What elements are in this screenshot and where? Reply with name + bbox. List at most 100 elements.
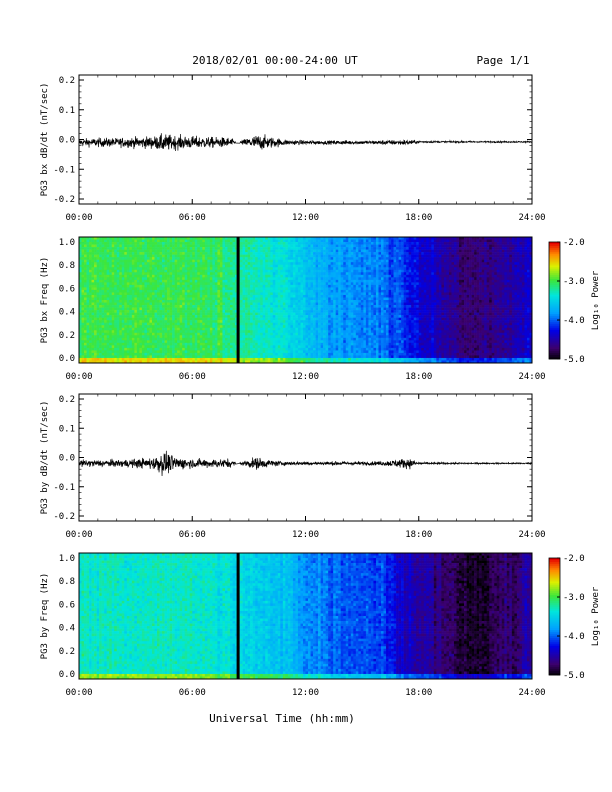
heatmap-cell xyxy=(247,317,251,321)
heatmap-cell xyxy=(86,287,90,291)
heatmap-cell xyxy=(227,355,231,359)
heatmap-cell xyxy=(207,287,211,291)
heatmap-cell xyxy=(81,269,85,273)
heatmap-cell xyxy=(86,350,90,354)
heatmap-cell xyxy=(139,282,143,286)
heatmap-cell xyxy=(136,315,140,318)
heatmap-cell xyxy=(230,292,233,296)
heatmap-cell xyxy=(189,347,193,351)
heatmap-cell xyxy=(174,302,178,306)
heatmap-cell xyxy=(235,330,238,334)
heatmap-cell xyxy=(144,342,148,346)
heatmap-cell xyxy=(89,274,92,278)
heatmap-cell xyxy=(280,300,284,303)
heatmap-cell xyxy=(315,312,319,316)
heatmap-cell xyxy=(209,335,213,339)
heatmap-cell xyxy=(139,252,143,255)
heatmap-cell xyxy=(187,340,191,344)
heatmap-cell xyxy=(124,249,128,253)
heatmap-cell xyxy=(79,317,82,321)
heatmap-cell xyxy=(187,327,191,331)
heatmap-cell xyxy=(250,320,253,323)
heatmap-cell xyxy=(275,237,279,240)
heatmap-cell xyxy=(179,332,183,336)
heatmap-cell xyxy=(204,327,208,331)
heatmap-cell xyxy=(265,300,269,303)
heatmap-cell xyxy=(124,282,128,286)
heatmap-cell xyxy=(207,239,211,243)
heatmap-cell xyxy=(167,327,170,331)
heatmap-cell xyxy=(192,330,196,334)
heatmap-cell xyxy=(204,294,208,298)
heatmap-cell xyxy=(227,357,231,361)
heatmap-cell xyxy=(172,287,175,291)
heatmap-cell xyxy=(141,294,145,298)
heatmap-cell xyxy=(252,360,256,364)
heatmap-cell xyxy=(162,337,165,341)
heatmap-cell xyxy=(174,242,178,245)
heatmap-cell xyxy=(114,332,118,336)
heatmap-cell xyxy=(262,350,266,354)
heatmap-cell xyxy=(285,327,289,331)
heatmap-cell xyxy=(121,340,125,344)
heatmap-cell xyxy=(315,244,319,248)
heatmap-cell xyxy=(119,254,123,258)
heatmap-cell xyxy=(136,355,140,359)
heatmap-cell xyxy=(99,345,102,349)
heatmap-cell xyxy=(235,254,238,258)
heatmap-cell xyxy=(262,302,266,306)
heatmap-cell xyxy=(106,252,110,255)
heatmap-cell xyxy=(214,322,218,326)
heatmap-cell xyxy=(157,305,160,308)
heatmap-cell xyxy=(109,242,113,245)
heatmap-cell xyxy=(99,239,102,243)
heatmap-cell xyxy=(144,242,148,245)
heatmap-cell xyxy=(270,327,274,331)
heatmap-cell xyxy=(131,305,135,308)
heatmap-cell xyxy=(106,274,110,278)
heatmap-cell xyxy=(104,242,107,245)
heatmap-cell xyxy=(270,277,274,281)
heatmap-cell xyxy=(184,294,188,298)
heatmap-cell xyxy=(149,257,153,260)
heatmap-cell xyxy=(124,289,128,293)
heatmap-cell xyxy=(219,322,223,326)
heatmap-cell xyxy=(199,274,203,278)
heatmap-cell xyxy=(159,249,163,253)
heatmap-cell xyxy=(81,274,85,278)
heatmap-cell xyxy=(179,272,183,276)
heatmap-cell xyxy=(189,342,193,346)
heatmap-cell xyxy=(313,347,316,351)
heatmap-cell xyxy=(126,269,130,273)
heatmap-cell xyxy=(81,287,85,291)
heatmap-cell xyxy=(207,315,211,318)
heatmap-cell xyxy=(297,322,301,326)
heatmap-cell xyxy=(267,345,271,349)
heatmap-cell xyxy=(287,262,291,266)
heatmap-cell xyxy=(227,247,231,250)
heatmap-cell xyxy=(260,317,264,321)
heatmap-cell xyxy=(217,289,221,293)
heatmap-cell xyxy=(146,242,150,245)
heatmap-cell xyxy=(222,277,226,281)
heatmap-cell xyxy=(187,342,191,346)
heatmap-cell xyxy=(300,315,304,318)
heatmap-cell xyxy=(84,307,87,311)
heatmap-cell xyxy=(131,312,135,316)
heatmap-cell xyxy=(265,327,269,331)
heatmap-cell xyxy=(310,360,314,364)
heatmap-cell xyxy=(290,287,294,291)
heatmap-cell xyxy=(86,312,90,316)
heatmap-cell xyxy=(149,292,153,296)
heatmap-cell xyxy=(277,335,281,339)
heatmap-cell xyxy=(131,345,135,349)
heatmap-cell xyxy=(134,310,138,313)
heatmap-cell xyxy=(141,289,145,293)
heatmap-cell xyxy=(162,320,165,323)
heatmap-cell xyxy=(217,252,221,255)
heatmap-cell xyxy=(121,350,125,354)
heatmap-cell xyxy=(305,239,309,243)
heatmap-cell xyxy=(79,332,82,336)
heatmap-cell xyxy=(262,317,266,321)
heatmap-cell xyxy=(116,322,120,326)
